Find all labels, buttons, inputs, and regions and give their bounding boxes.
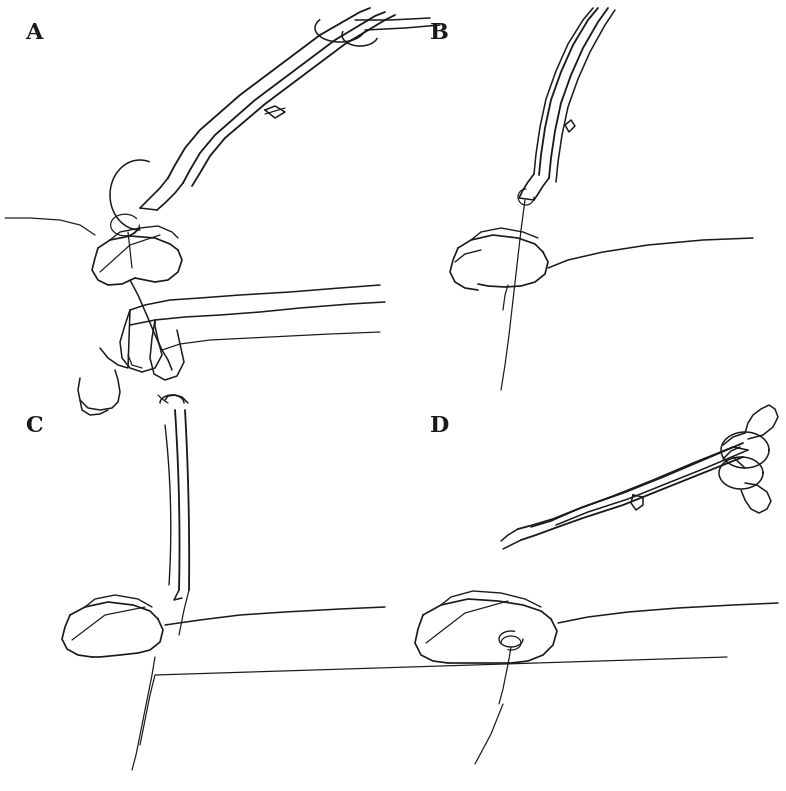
Text: B: B xyxy=(430,22,449,44)
Text: D: D xyxy=(430,415,450,437)
Text: A: A xyxy=(25,22,42,44)
Text: C: C xyxy=(25,415,42,437)
